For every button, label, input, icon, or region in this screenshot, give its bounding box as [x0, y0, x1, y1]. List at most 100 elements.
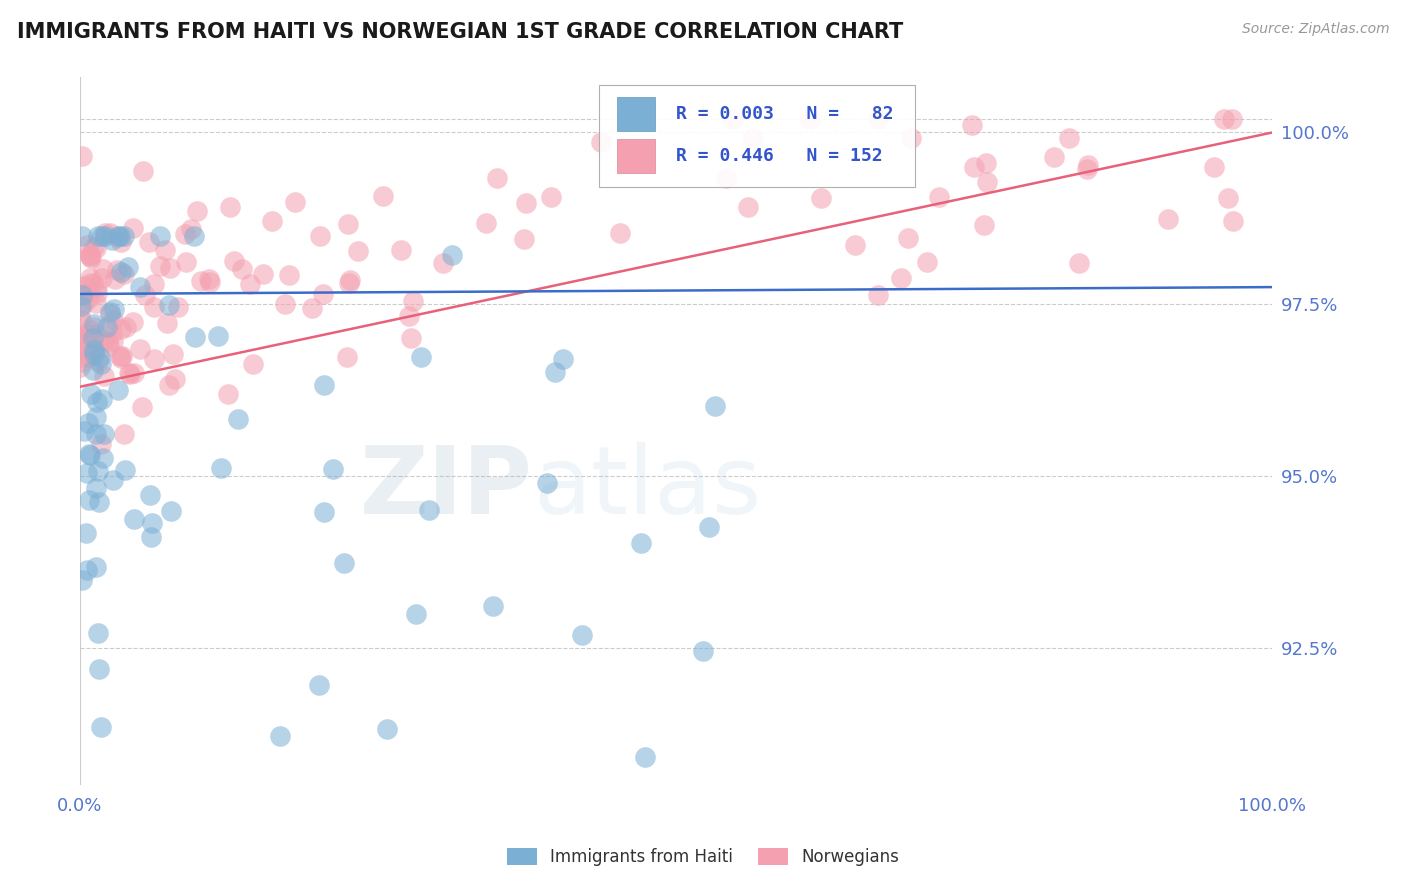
Point [111, 349, 134, 363]
Point [630, 536, 652, 550]
Point [75, 343, 97, 358]
Point [1077, 158, 1099, 172]
Point [138, 235, 160, 250]
Text: R = 0.446   N = 152: R = 0.446 N = 152 [676, 147, 883, 165]
Point [86, 559, 108, 574]
Point [122, 221, 145, 235]
Point [70, 313, 93, 327]
Point [159, 261, 181, 276]
Point [114, 320, 136, 334]
Point [398, 310, 420, 324]
Point [105, 263, 128, 277]
Point [411, 350, 433, 364]
Point [98, 307, 121, 321]
Point [84, 342, 107, 356]
Point [75, 525, 97, 540]
Point [866, 288, 889, 302]
Point [107, 229, 129, 244]
Point [339, 276, 361, 290]
Point [799, 112, 821, 126]
Point [347, 244, 370, 259]
Point [540, 190, 562, 204]
Point [301, 301, 323, 315]
Point [269, 729, 291, 743]
Point [77, 291, 100, 305]
Text: atlas: atlas [533, 442, 761, 534]
Point [83, 343, 105, 357]
Point [76, 563, 98, 577]
Point [80, 387, 103, 401]
Point [149, 260, 172, 274]
Point [101, 233, 124, 247]
Text: ZIP: ZIP [360, 442, 533, 534]
Point [375, 723, 398, 737]
Point [156, 316, 179, 330]
Point [1069, 255, 1091, 269]
Point [1202, 160, 1225, 174]
Point [928, 190, 950, 204]
Point [76, 466, 98, 480]
Point [69, 299, 91, 313]
Point [87, 495, 110, 509]
Point [112, 228, 135, 243]
Point [69, 360, 91, 375]
Point [79, 448, 101, 462]
Point [219, 200, 242, 214]
Text: R = 0.003   N =   82: R = 0.003 N = 82 [676, 104, 894, 122]
Point [118, 367, 141, 381]
Point [162, 347, 184, 361]
Point [312, 378, 335, 392]
Point [84, 427, 107, 442]
Point [634, 749, 657, 764]
Point [441, 248, 464, 262]
Point [239, 277, 262, 292]
Point [486, 171, 509, 186]
Point [77, 447, 100, 461]
Point [84, 327, 107, 342]
Point [94, 228, 117, 243]
Point [703, 399, 725, 413]
Point [110, 322, 132, 336]
Point [86, 280, 108, 294]
Point [84, 481, 107, 495]
Point [87, 228, 110, 243]
Point [75, 327, 97, 342]
Point [91, 450, 114, 465]
Point [141, 530, 163, 544]
Point [79, 323, 101, 337]
Text: Source: ZipAtlas.com: Source: ZipAtlas.com [1241, 22, 1389, 37]
Point [84, 410, 107, 425]
Point [79, 327, 101, 342]
Point [70, 573, 93, 587]
Point [69, 350, 91, 364]
Point [72, 279, 94, 293]
Point [741, 130, 763, 145]
Point [402, 293, 425, 308]
Point [83, 347, 105, 361]
Point [309, 229, 332, 244]
Point [973, 218, 995, 232]
Point [273, 297, 295, 311]
Point [207, 329, 229, 343]
Point [163, 372, 186, 386]
Point [89, 350, 111, 364]
Point [231, 261, 253, 276]
Point [183, 228, 205, 243]
Point [609, 226, 631, 240]
Point [79, 492, 101, 507]
Point [284, 194, 307, 209]
Point [226, 411, 249, 425]
Point [70, 228, 93, 243]
Point [418, 502, 440, 516]
Point [142, 277, 165, 291]
Point [174, 227, 197, 241]
Point [114, 426, 136, 441]
Point [84, 241, 107, 255]
Point [86, 395, 108, 409]
Point [432, 256, 454, 270]
Bar [617, 96, 655, 130]
Point [399, 331, 422, 345]
Point [242, 357, 264, 371]
Point [131, 400, 153, 414]
Point [83, 240, 105, 254]
